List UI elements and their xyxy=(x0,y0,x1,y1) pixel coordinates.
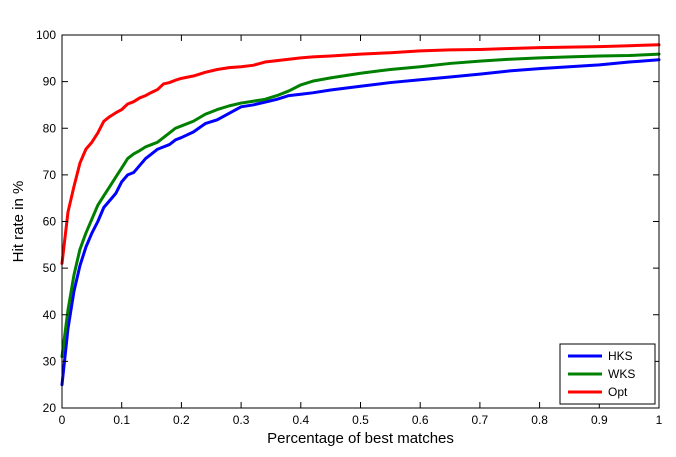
x-tick-label: 0.3 xyxy=(233,413,250,427)
legend-box xyxy=(559,343,656,405)
x-tick-label: 0.5 xyxy=(352,413,369,427)
legend: HKS WKS Opt xyxy=(559,343,656,405)
x-tick-label: 0.4 xyxy=(292,413,309,427)
y-axis-title: Hit rate in % xyxy=(10,181,27,263)
y-tick-label: 30 xyxy=(43,354,57,368)
x-tick-label: 0.9 xyxy=(591,413,608,427)
legend-label-wks: WKS xyxy=(608,367,635,381)
legend-label-opt: Opt xyxy=(608,385,628,399)
x-tick-label: 1 xyxy=(656,413,663,427)
x-axis-title: Percentage of best matches xyxy=(267,430,454,447)
series-line-opt xyxy=(60,43,661,265)
series-layer xyxy=(60,43,661,387)
x-tick-label: 0.6 xyxy=(412,413,429,427)
series-line-hks xyxy=(60,58,661,387)
x-tick-label: 0.1 xyxy=(113,413,130,427)
y-tick-label: 100 xyxy=(36,28,56,42)
y-tick-label: 40 xyxy=(43,308,57,322)
x-tick-label: 0 xyxy=(59,413,66,427)
y-tick-label: 20 xyxy=(43,401,57,415)
series-line-wks xyxy=(60,52,661,359)
y-tick-label: 80 xyxy=(43,121,57,135)
y-tick-label: 70 xyxy=(43,168,57,182)
x-tick-label: 0.2 xyxy=(173,413,190,427)
legend-label-hks: HKS xyxy=(608,349,633,363)
axes-layer: 0 0.1 0.2 0.3 0.4 0.5 0.6 0.7 0.8 0.9 1 20 30 40 50 60 7… xyxy=(36,28,663,427)
y-tick-label: 90 xyxy=(43,75,57,89)
x-tick-label: 0.7 xyxy=(472,413,489,427)
y-tick-label: 50 xyxy=(43,261,57,275)
x-tick-label: 0.8 xyxy=(531,413,548,427)
y-tick-label: 60 xyxy=(43,215,57,229)
